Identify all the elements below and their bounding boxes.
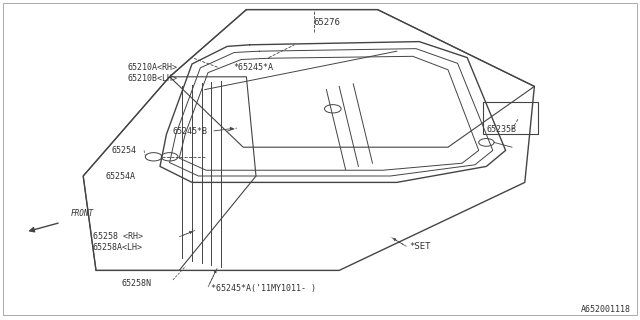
Text: 65254A: 65254A: [106, 172, 136, 180]
Text: A652001118: A652001118: [580, 305, 630, 314]
Text: *SET: *SET: [410, 242, 431, 251]
Text: 65210A<RH>: 65210A<RH>: [128, 63, 178, 72]
Text: 65258A<LH>: 65258A<LH>: [93, 244, 143, 252]
Text: 65258 <RH>: 65258 <RH>: [93, 232, 143, 241]
Text: 65245*B: 65245*B: [173, 127, 208, 136]
Text: 65258N: 65258N: [122, 279, 152, 288]
Text: *65245*A('11MY1011- ): *65245*A('11MY1011- ): [211, 284, 316, 292]
Text: FRONT: FRONT: [70, 209, 93, 218]
Text: 65235B: 65235B: [486, 125, 516, 134]
Text: 65254: 65254: [112, 146, 137, 155]
Text: *65245*A: *65245*A: [234, 63, 274, 72]
Text: 65276: 65276: [313, 18, 340, 27]
Text: 65210B<LH>: 65210B<LH>: [128, 74, 178, 83]
